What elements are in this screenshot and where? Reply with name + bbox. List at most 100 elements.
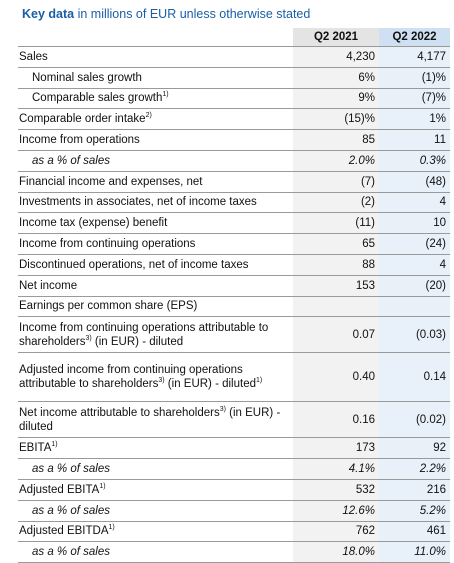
value-q2-2021: (15)%	[293, 108, 379, 130]
table-row: Discontinued operations, net of income t…	[18, 253, 450, 276]
header-empty	[18, 28, 293, 47]
value-q2-2022: 4	[379, 191, 450, 213]
row-label: Earnings per common share (EPS)	[18, 295, 293, 317]
row-label: Net income	[18, 274, 293, 297]
header-q2-2021: Q2 2021	[293, 28, 379, 47]
value-q2-2021: 9%	[293, 87, 379, 109]
footnote-marker: 3)	[219, 405, 226, 413]
table-row: Investments in associates, net of income…	[18, 191, 450, 213]
row-label: Income from operations	[18, 129, 293, 151]
value-q2-2021: 4.1%	[293, 458, 379, 480]
row-label: Sales	[18, 46, 293, 68]
value-q2-2022: 461	[379, 520, 450, 542]
table-row: Net income attributable to shareholders3…	[18, 401, 450, 438]
value-q2-2022: 0.14	[379, 352, 450, 402]
value-q2-2022	[379, 295, 450, 317]
value-q2-2022: 1%	[379, 108, 450, 130]
header-q2-2022: Q2 2022	[379, 28, 450, 47]
value-q2-2022: (7)%	[379, 87, 450, 109]
value-q2-2021: 0.16	[293, 401, 379, 438]
table-row: as a % of sales 4.1% 2.2%	[18, 458, 450, 480]
table-row: Adjusted EBITDA1) 762 461	[18, 520, 450, 542]
footnote-marker: 1)	[108, 524, 115, 532]
row-label: Adjusted EBITA1)	[18, 478, 293, 501]
value-q2-2022: 216	[379, 478, 450, 501]
table-row: as a % of sales 12.6% 5.2%	[18, 499, 450, 522]
value-q2-2021: 153	[293, 274, 379, 297]
row-label: as a % of sales	[18, 458, 293, 480]
value-q2-2022: 11.0%	[379, 541, 450, 563]
value-q2-2022: 0.3%	[379, 149, 450, 172]
value-q2-2021: 18.0%	[293, 541, 379, 563]
table-row: Net income 153 (20)	[18, 274, 450, 297]
value-q2-2021: 65	[293, 233, 379, 255]
row-label: as a % of sales	[18, 541, 293, 563]
row-label: as a % of sales	[18, 149, 293, 172]
value-q2-2022: 5.2%	[379, 499, 450, 522]
key-data-table: Q2 2021 Q2 2022 Sales 4,230 4,177 Nomina…	[18, 28, 450, 563]
footnote-marker: 2)	[145, 112, 152, 120]
table-row: EBITA1) 173 92	[18, 437, 450, 459]
value-q2-2021: 85	[293, 129, 379, 151]
table-row: Nominal sales growth 6% (1)%	[18, 66, 450, 89]
row-label: Adjusted income from continuing operatio…	[18, 352, 293, 402]
footnote-marker: 1)	[51, 441, 58, 449]
footnote-marker: 3)	[158, 377, 165, 385]
value-q2-2022: (24)	[379, 233, 450, 255]
value-q2-2021: 532	[293, 478, 379, 501]
row-label: as a % of sales	[18, 499, 293, 522]
value-q2-2021: 88	[293, 253, 379, 276]
table-row: Income from continuing operations 65 (24…	[18, 233, 450, 255]
table-row: Adjusted income from continuing operatio…	[18, 352, 450, 402]
value-q2-2021: 762	[293, 520, 379, 542]
row-label: Financial income and expenses, net	[18, 170, 293, 193]
value-q2-2022: (20)	[379, 274, 450, 297]
value-q2-2021: 6%	[293, 66, 379, 89]
table-row: Adjusted EBITA1) 532 216	[18, 478, 450, 501]
title-subtitle: in millions of EUR unless otherwise stat…	[74, 7, 311, 21]
value-q2-2021: (11)	[293, 212, 379, 234]
value-q2-2021: 2.0%	[293, 149, 379, 172]
row-label: Nominal sales growth	[18, 66, 293, 89]
footnote-marker: 1)	[162, 91, 169, 99]
table-row: as a % of sales 2.0% 0.3%	[18, 149, 450, 172]
table-row: Sales 4,230 4,177	[18, 46, 450, 68]
value-q2-2021: 0.40	[293, 352, 379, 402]
row-label: Comparable sales growth1)	[18, 87, 293, 109]
row-label: Adjusted EBITDA1)	[18, 520, 293, 542]
table-row: Earnings per common share (EPS)	[18, 295, 450, 317]
table-row: Comparable sales growth1) 9% (7)%	[18, 87, 450, 109]
value-q2-2021	[293, 295, 379, 317]
table-row: Income from operations 85 11	[18, 129, 450, 151]
value-q2-2021: (7)	[293, 170, 379, 193]
value-q2-2022: (1)%	[379, 66, 450, 89]
value-q2-2021: 173	[293, 437, 379, 459]
value-q2-2022: 92	[379, 437, 450, 459]
value-q2-2022: 10	[379, 212, 450, 234]
table-row: Income tax (expense) benefit (11) 10	[18, 212, 450, 234]
row-label: Comparable order intake2)	[18, 108, 293, 130]
value-q2-2022: (48)	[379, 170, 450, 193]
value-q2-2021: 0.07	[293, 316, 379, 353]
value-q2-2022: (0.02)	[379, 401, 450, 438]
table-row: as a % of sales 18.0% 11.0%	[18, 541, 450, 563]
footnote-marker: 3)	[85, 334, 92, 342]
row-label: Net income attributable to shareholders3…	[18, 401, 293, 438]
value-q2-2022: 2.2%	[379, 458, 450, 480]
value-q2-2022: 11	[379, 129, 450, 151]
key-data-table-wrapper: Q2 2021 Q2 2022 Sales 4,230 4,177 Nomina…	[18, 28, 450, 563]
row-label: Investments in associates, net of income…	[18, 191, 293, 213]
value-q2-2021: (2)	[293, 191, 379, 213]
table-row: Income from continuing operations attrib…	[18, 316, 450, 353]
header-row: Q2 2021 Q2 2022	[18, 28, 450, 47]
value-q2-2022: (0.03)	[379, 316, 450, 353]
table-row: Comparable order intake2) (15)% 1%	[18, 108, 450, 130]
value-q2-2022: 4	[379, 253, 450, 276]
value-q2-2022: 4,177	[379, 46, 450, 68]
row-label: Income tax (expense) benefit	[18, 212, 293, 234]
row-label: Income from continuing operations	[18, 233, 293, 255]
table-row: Financial income and expenses, net (7) (…	[18, 170, 450, 193]
title-key-data: Key data	[22, 7, 75, 21]
table-title: Key data in millions of EUR unless other…	[22, 7, 310, 21]
row-label: Discontinued operations, net of income t…	[18, 253, 293, 276]
